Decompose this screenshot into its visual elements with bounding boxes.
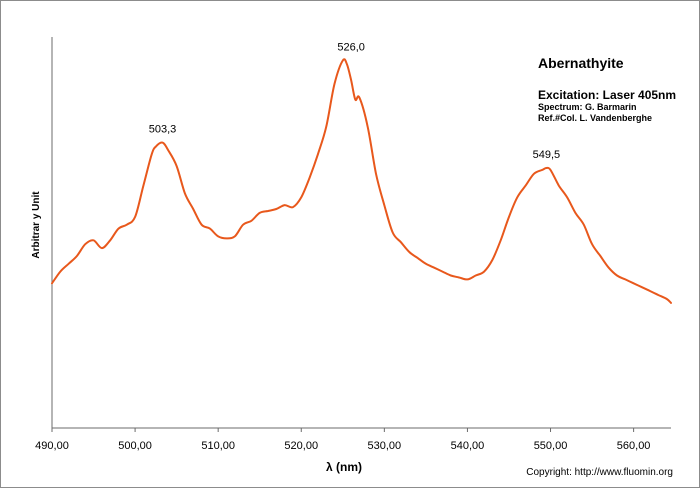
x-tick-label: 490,00 [35, 440, 69, 452]
peak-label: 549,5 [533, 149, 561, 161]
x-axis-label: λ (nm) [326, 460, 362, 474]
peak-label: 526,0 [337, 41, 365, 53]
peak-label: 503,3 [149, 124, 177, 136]
y-axis-label: Arbitrar y Unit [31, 191, 42, 259]
chart-title: Abernathyite [538, 55, 624, 71]
x-axis-ticks: 490,00 500,00 510,00 520,00 530,00 540,00 550,… [35, 428, 650, 452]
x-tick-label: 560,00 [617, 440, 651, 452]
excitation-info: Excitation: Laser 405nm [538, 88, 677, 102]
spectrum-credit: Spectrum: G. Barmarin [538, 102, 637, 112]
copyright-text: Copyright: http://www.fluomin.org [526, 467, 673, 478]
x-tick-label: 530,00 [368, 440, 402, 452]
reference-credit: Ref.#Col. L. Vandenberghe [538, 113, 653, 123]
x-tick-label: 550,00 [534, 440, 568, 452]
x-tick-label: 510,00 [201, 440, 235, 452]
peak-annotations: 503,3 526,0 549,5 [149, 41, 560, 161]
series-line [51, 58, 672, 304]
x-tick-label: 520,00 [284, 440, 318, 452]
x-tick-label: 540,00 [451, 440, 485, 452]
x-tick-label: 500,00 [118, 440, 152, 452]
